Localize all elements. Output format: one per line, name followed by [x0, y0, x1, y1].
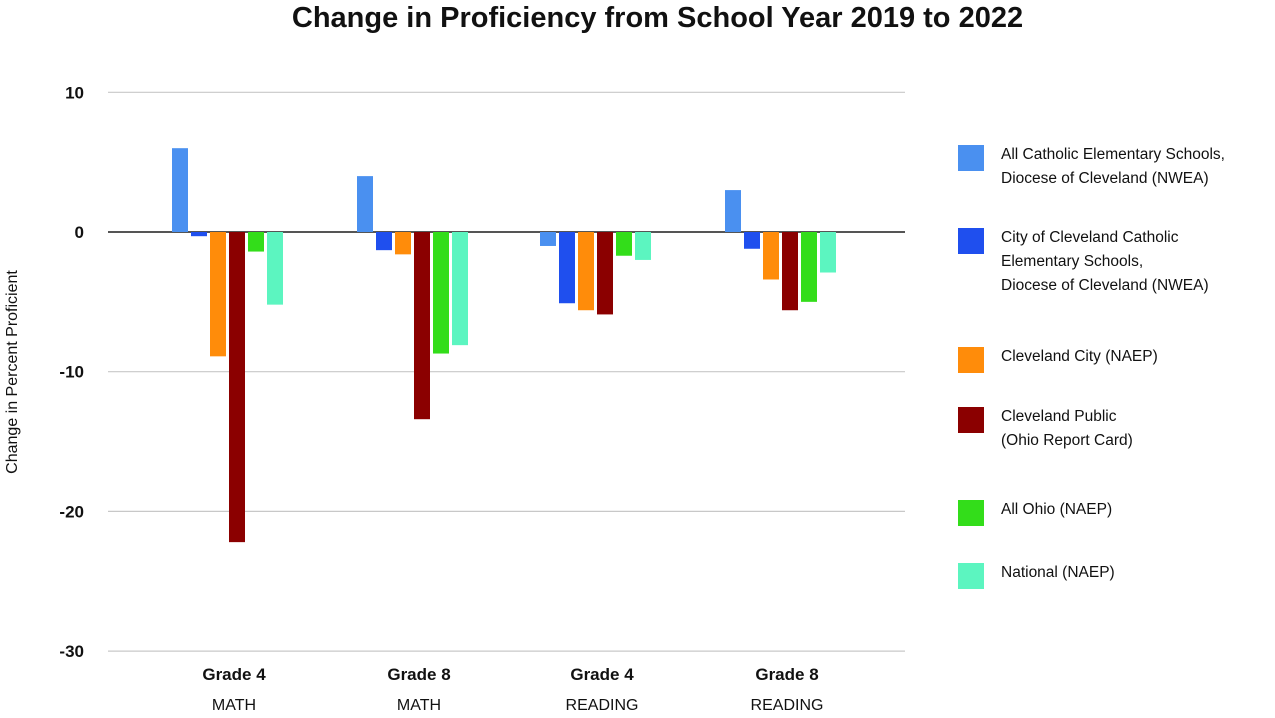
legend-label-line: Elementary Schools,	[1001, 253, 1144, 270]
x-category-sublabel: READING	[566, 697, 639, 714]
x-category-label: Grade 8	[755, 665, 818, 684]
legend-label-line: Diocese of Cleveland (NWEA)	[1001, 277, 1209, 294]
x-category-label: Grade 8	[387, 665, 450, 684]
bar-2-1	[395, 232, 411, 255]
legend-swatch	[958, 145, 984, 171]
y-tick-label: -20	[59, 502, 84, 521]
y-tick-label: -30	[59, 642, 84, 661]
bar-4-3	[801, 232, 817, 302]
legend-swatch	[958, 500, 984, 526]
bar-2-2	[578, 232, 594, 311]
bar-5-3	[820, 232, 836, 273]
bar-2-3	[763, 232, 779, 280]
bar-3-0	[229, 232, 245, 543]
legend-label: All Ohio (NAEP)	[1001, 498, 1275, 522]
bar-3-2	[597, 232, 613, 315]
legend-swatch	[958, 228, 984, 254]
legend-label-line: (Ohio Report Card)	[1001, 432, 1133, 449]
bar-1-1	[376, 232, 392, 251]
bar-5-2	[635, 232, 651, 260]
bar-4-0	[248, 232, 264, 252]
y-tick-label: 10	[65, 83, 84, 102]
legend-label-line: Cleveland Public	[1001, 408, 1117, 425]
bar-3-1	[414, 232, 430, 420]
legend-label-line: Cleveland City (NAEP)	[1001, 348, 1158, 365]
legend-label: National (NAEP)	[1001, 561, 1275, 585]
legend-label-line: City of Cleveland Catholic	[1001, 229, 1179, 246]
y-tick-label: -10	[59, 363, 84, 382]
x-category-sublabel: READING	[751, 697, 824, 714]
bar-5-0	[267, 232, 283, 305]
bar-0-1	[357, 176, 373, 232]
bar-0-0	[172, 148, 188, 232]
legend-label-line: All Ohio (NAEP)	[1001, 501, 1113, 518]
legend-label-line: Diocese of Cleveland (NWEA)	[1001, 170, 1209, 187]
bar-0-2	[540, 232, 556, 246]
legend-label: All Catholic Elementary Schools, Diocese …	[1001, 143, 1275, 191]
bar-5-1	[452, 232, 468, 346]
legend-swatch	[958, 347, 984, 373]
bar-4-2	[616, 232, 632, 256]
x-category-sublabel: MATH	[212, 697, 256, 714]
legend-label: City of Cleveland Catholic Elementary Sch…	[1001, 226, 1275, 298]
bar-0-3	[725, 190, 741, 232]
bar-3-3	[782, 232, 798, 311]
x-category-sublabel: MATH	[397, 697, 441, 714]
y-tick-label: 0	[75, 223, 84, 242]
legend-label: Cleveland Public (Ohio Report Card)	[1001, 405, 1275, 453]
bar-1-3	[744, 232, 760, 249]
legend-swatch	[958, 407, 984, 433]
legend-label-line: National (NAEP)	[1001, 564, 1115, 581]
bar-4-1	[433, 232, 449, 354]
bar-2-0	[210, 232, 226, 357]
bar-1-0	[191, 232, 207, 237]
x-category-label: Grade 4	[202, 665, 266, 684]
y-axis-label: Change in Percent Proficient	[4, 270, 21, 474]
x-category-label: Grade 4	[570, 665, 634, 684]
legend-label: Cleveland City (NAEP)	[1001, 345, 1275, 369]
legend-swatch	[958, 563, 984, 589]
legend-label-line: All Catholic Elementary Schools,	[1001, 146, 1225, 163]
bar-1-2	[559, 232, 575, 304]
chart-title: Change in Proficiency from School Year 2…	[291, 2, 1024, 34]
